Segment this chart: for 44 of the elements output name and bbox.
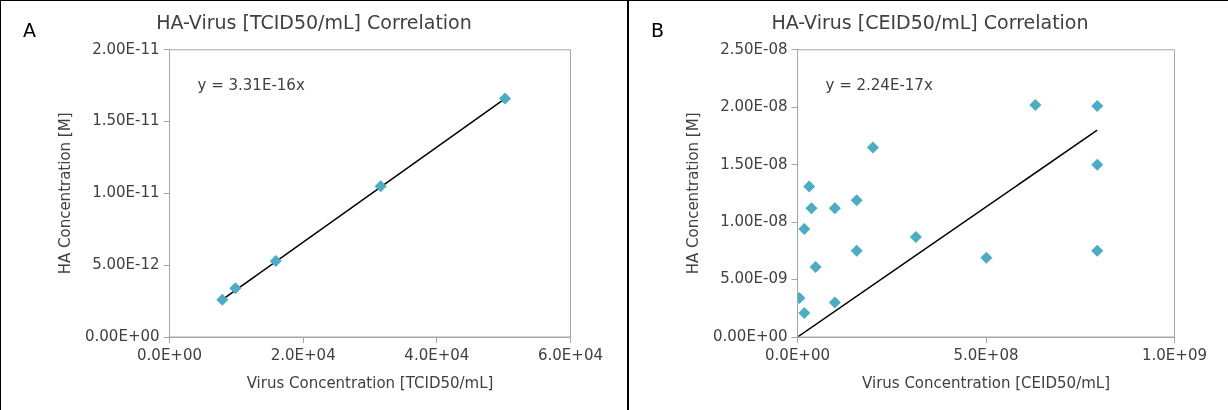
point [850, 244, 863, 257]
point [1091, 158, 1104, 171]
point [809, 260, 822, 273]
x-tick-label: 6.0E+04 [538, 345, 604, 364]
chart-title: HA-Virus [TCID50/mL] Correlation [156, 11, 472, 34]
point [980, 251, 993, 264]
point [798, 306, 811, 319]
x-tick-label: 4.0E+04 [404, 345, 470, 364]
annotation: y = 3.31E-16x [197, 75, 305, 94]
point [805, 202, 818, 215]
point [909, 231, 922, 244]
y-tick-label: 1.00E-11 [92, 183, 160, 202]
point [1091, 244, 1104, 257]
y-tick-label: 2.00E-11 [92, 39, 160, 58]
point [850, 194, 863, 207]
point [1029, 98, 1042, 111]
chart-title: HA-Virus [CEID50/mL] Correlation [771, 11, 1089, 34]
y-tick-label: 1.50E-11 [92, 111, 160, 130]
text: B [651, 19, 665, 41]
point [798, 223, 811, 236]
point [828, 296, 841, 309]
point [1091, 100, 1104, 113]
y-tick-label: 2.50E-08 [720, 39, 788, 58]
text: A [23, 19, 36, 41]
y-tick-label: 2.00E-08 [720, 97, 788, 116]
x-axis-title: Virus Concentration [CEID50/mL] [862, 373, 1111, 392]
x-axis-title: Virus Concentration [TCID50/mL] [246, 373, 494, 392]
y-axis-title: HA Concentration [M] [55, 112, 74, 275]
y-tick-label: 1.50E-08 [720, 154, 788, 173]
point [803, 180, 816, 193]
x-tick-label: 0.0E+00 [765, 345, 831, 364]
y-axis-title: HA Concentration [M] [683, 112, 702, 275]
y-tick-label: 1.00E-08 [720, 212, 788, 231]
point [866, 141, 879, 154]
x-tick-label: 0.0E+00 [137, 345, 203, 364]
y-tick-label: 5.00E-12 [92, 255, 160, 274]
x-tick-label: 1.0E+09 [1142, 345, 1208, 364]
y-tick-label: 0.00E+00 [85, 326, 160, 345]
annotation: y = 2.24E-17x [825, 75, 933, 94]
x-tick-label: 5.0E+08 [953, 345, 1019, 364]
x-tick-label: 2.0E+04 [270, 345, 336, 364]
y-tick-label: 0.00E+00 [713, 326, 788, 345]
y-tick-label: 5.00E-09 [720, 269, 788, 288]
point [828, 202, 841, 215]
